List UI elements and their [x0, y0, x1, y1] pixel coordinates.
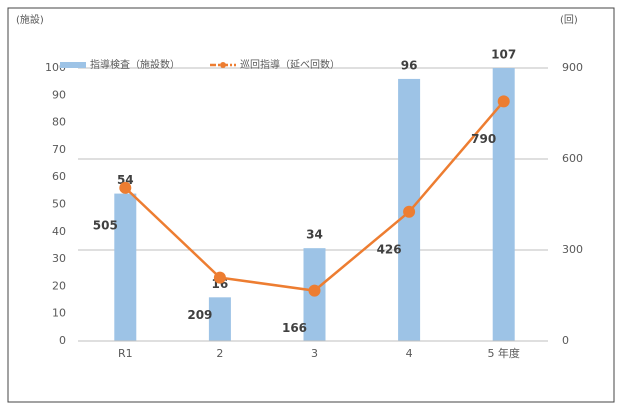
- value-label: 426: [377, 242, 402, 256]
- line-point: [497, 95, 510, 108]
- value-label: 790: [471, 132, 496, 146]
- legend-label: 指導検査（施設数）: [90, 58, 180, 71]
- bar: [208, 297, 231, 341]
- line-point: [403, 205, 416, 218]
- legend-label: 巡回指導（延べ回数）: [240, 58, 340, 71]
- y2-axis-title: (回): [560, 14, 578, 26]
- x-tick-label: 5 年度: [487, 346, 520, 360]
- x-tick-label: 2: [216, 347, 223, 360]
- x-tick-label: 3: [311, 347, 318, 360]
- y-axis-title: (施設): [16, 13, 44, 26]
- line-point: [308, 284, 321, 297]
- y2-tick-label: 600: [562, 152, 583, 165]
- legend-marker: [220, 62, 226, 68]
- line-point: [119, 181, 132, 194]
- y-tick-label: 20: [52, 279, 66, 292]
- y-tick-label: 40: [52, 225, 66, 238]
- y2-tick-label: 900: [562, 61, 583, 74]
- line-point: [213, 271, 226, 284]
- y-tick-label: 10: [52, 307, 66, 320]
- y-tick-label: 50: [52, 198, 66, 211]
- bar: [492, 68, 515, 341]
- y-tick-label: 60: [52, 170, 66, 183]
- x-tick-label: R1: [118, 347, 133, 360]
- y-tick-label: 0: [59, 334, 66, 347]
- value-label: 34: [306, 228, 323, 242]
- value-label: 96: [401, 58, 418, 72]
- y-tick-label: 30: [52, 252, 66, 265]
- legend-swatch: [60, 62, 86, 68]
- y-tick-label: 90: [52, 88, 66, 101]
- y2-tick-label: 0: [562, 334, 569, 347]
- y-tick-label: 80: [52, 116, 66, 129]
- y2-tick-label: 300: [562, 243, 583, 256]
- x-tick-label: 4: [406, 347, 413, 360]
- value-label: 166: [282, 321, 307, 335]
- value-label: 107: [491, 48, 516, 62]
- value-label: 209: [187, 308, 212, 322]
- value-label: 505: [93, 218, 118, 232]
- bar: [114, 193, 137, 341]
- y-tick-label: 70: [52, 143, 66, 156]
